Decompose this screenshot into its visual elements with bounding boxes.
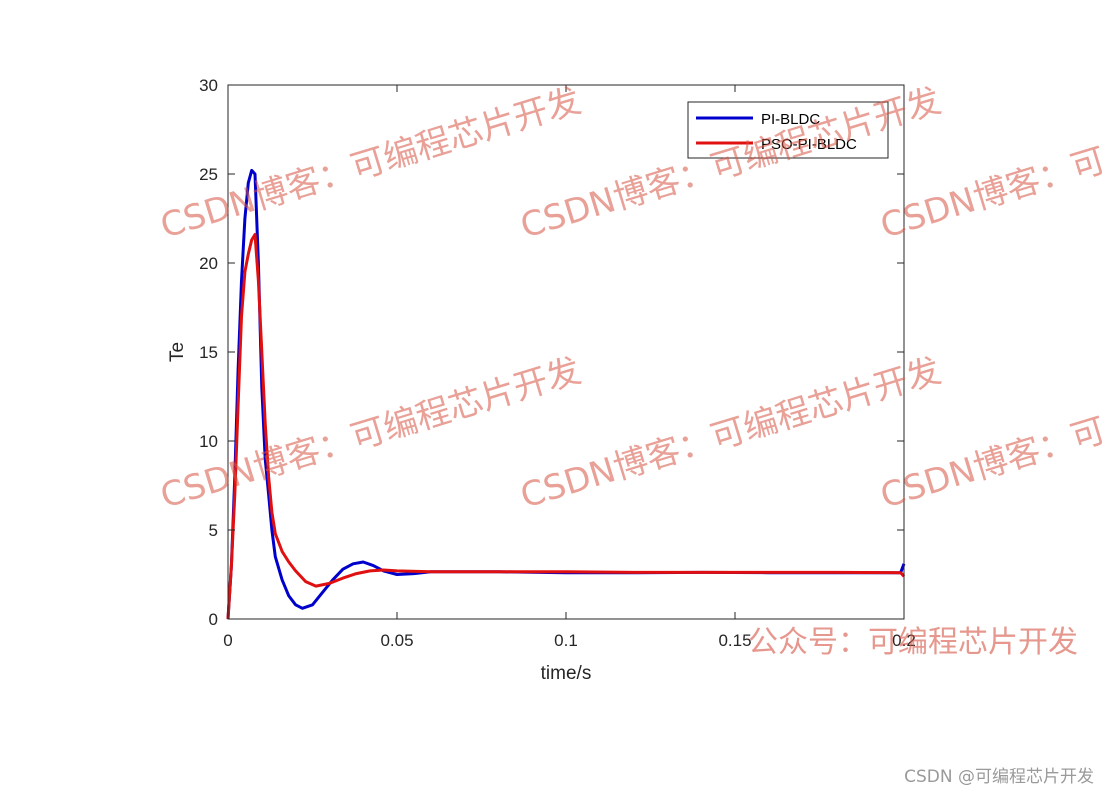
x-tick-label: 0 <box>223 631 232 650</box>
plot-area: 0 0.05 0.1 0.15 0.2 0 5 10 15 20 25 30 <box>199 76 916 650</box>
y-tick-label: 5 <box>209 521 218 540</box>
watermark-wechat: 公众号：可编程芯片开发 <box>748 625 1078 660</box>
legend-label-pso-pi-bldc: PSO-PI-BLDC <box>761 136 857 153</box>
y-axis-label: Te <box>167 342 188 362</box>
x-tick-label: 0.1 <box>554 631 578 650</box>
x-axis-label: time/s <box>541 663 592 684</box>
tick-layer: 0 0.05 0.1 0.15 0.2 0 5 10 15 20 25 30 <box>199 76 916 650</box>
y-tick-label: 30 <box>199 76 218 95</box>
x-tick-label: 0.2 <box>892 631 916 650</box>
y-tick-label: 25 <box>199 165 218 184</box>
x-tick-label: 0.05 <box>380 631 413 650</box>
series-layer <box>226 168 906 620</box>
y-tick-label: 20 <box>199 254 218 273</box>
y-tick-label: 0 <box>209 610 218 629</box>
y-tick-label: 10 <box>199 432 218 451</box>
legend-label-pi-bldc: PI-BLDC <box>761 111 820 128</box>
y-tick-label: 15 <box>199 343 218 362</box>
legend: PI-BLDC PSO-PI-BLDC <box>687 101 889 159</box>
axes-background <box>228 85 904 619</box>
x-tick-label: 0.15 <box>718 631 751 650</box>
watermark-footer: CSDN @可编程芯片开发 <box>904 767 1094 787</box>
legend-box <box>687 101 889 159</box>
series-line-pso-pi-bldc <box>226 233 906 620</box>
